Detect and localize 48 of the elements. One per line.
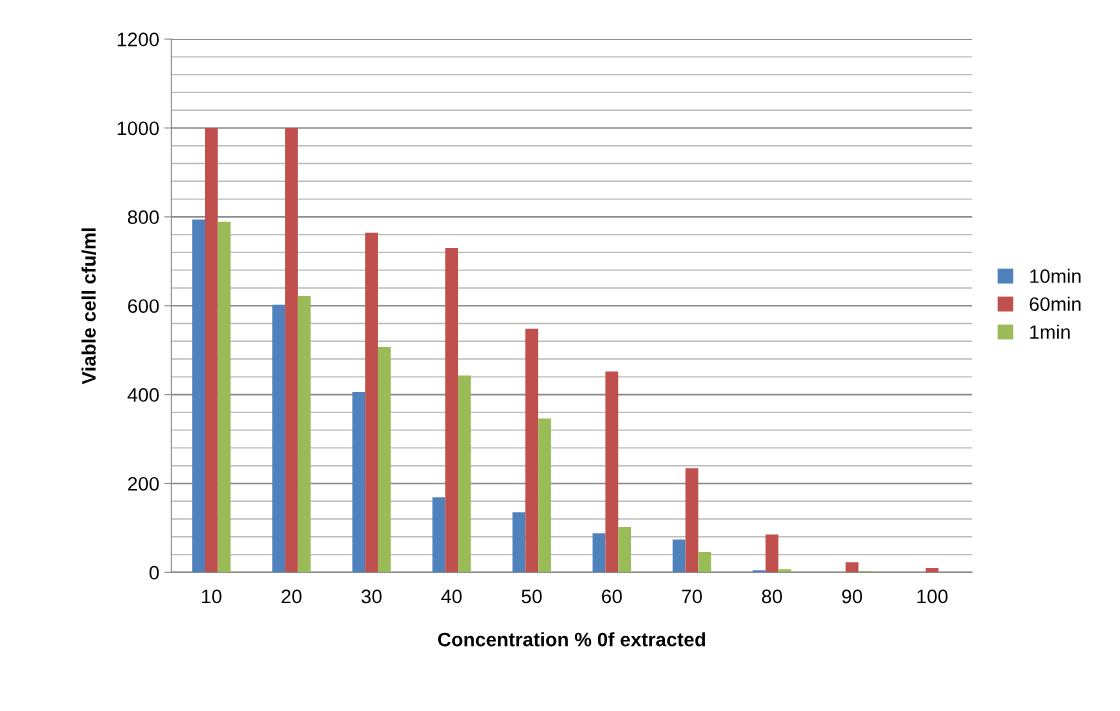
x-tick-label: 100 [917, 589, 948, 604]
x-tick-label: 10 [202, 589, 222, 604]
bar [778, 569, 792, 573]
bar [765, 534, 779, 573]
bar [618, 527, 632, 573]
bar [432, 497, 446, 573]
bar [845, 562, 859, 573]
x-tick-label: 60 [601, 589, 622, 604]
y-tick-label: 400 [127, 388, 159, 402]
bar [525, 328, 539, 573]
legend-label: 10min [1030, 268, 1081, 284]
legend-label: 1min [1030, 324, 1070, 339]
bar [445, 247, 459, 573]
bar [605, 371, 619, 573]
bar [458, 375, 471, 573]
bar [217, 221, 231, 573]
x-tick-label: 90 [842, 589, 863, 604]
x-tick-label: 40 [441, 589, 462, 604]
bar [204, 127, 218, 573]
y-tick-label: 600 [128, 299, 159, 313]
y-tick-label: 200 [128, 476, 159, 491]
bar [352, 391, 366, 573]
x-tick-label: 80 [761, 589, 783, 604]
bar [297, 295, 311, 573]
y-tick-label: 0 [149, 565, 159, 580]
y-tick-label: 1200 [117, 32, 159, 47]
x-axis-title: Concentration % 0f extracted [438, 632, 706, 647]
bar [365, 232, 378, 573]
bar [685, 468, 699, 573]
bar [272, 304, 286, 573]
legend-label: 60min [1029, 296, 1081, 311]
bar [592, 533, 606, 573]
y-tick-label: 800 [127, 210, 159, 225]
x-tick-label: 30 [361, 589, 382, 604]
bar [538, 418, 551, 573]
bar [377, 347, 391, 573]
bar [192, 219, 205, 573]
x-tick-label: 20 [281, 589, 302, 604]
bar [512, 512, 526, 573]
y-tick-label: 1000 [117, 121, 159, 136]
bar [752, 570, 766, 573]
y-axis-title: Viable cell cfu/ml [81, 228, 96, 385]
bar [672, 539, 686, 573]
bar [698, 551, 712, 573]
bar [925, 567, 939, 573]
x-tick-label: 50 [521, 589, 542, 604]
x-tick-label: 70 [682, 589, 702, 604]
bar [285, 127, 298, 573]
